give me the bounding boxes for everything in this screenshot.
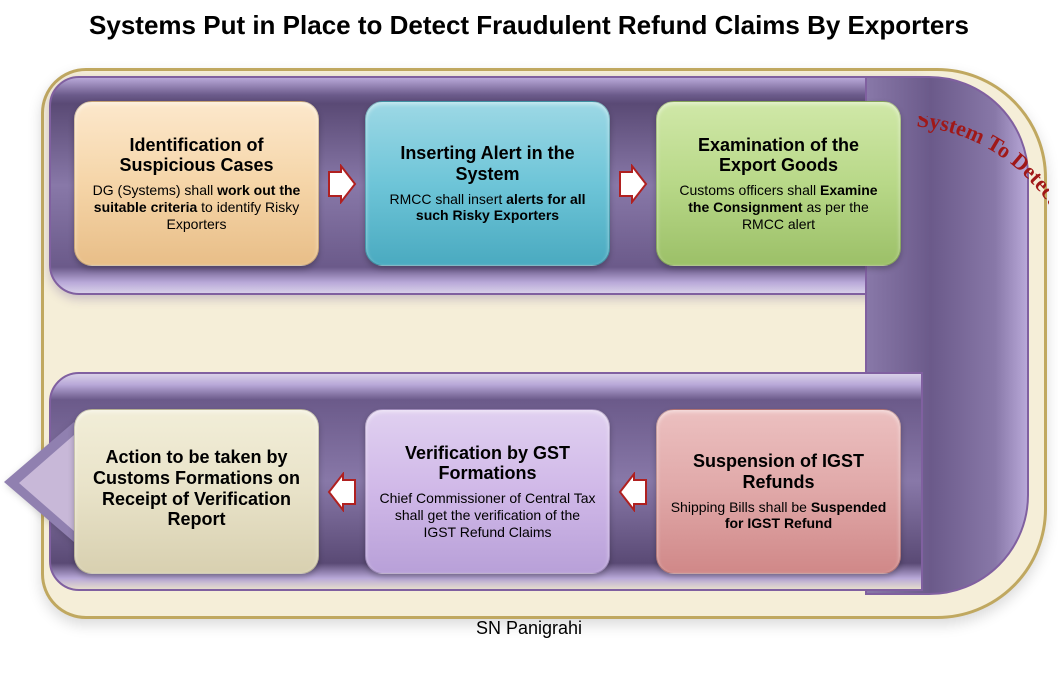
box-title: Action to be taken by Customs Formations… bbox=[87, 447, 306, 530]
box-title: Identification of Suspicious Cases bbox=[87, 135, 306, 176]
diagram-container: System To Detect Fraudulent Refund Claim… bbox=[19, 56, 1039, 616]
box-desc: Chief Commissioner of Central Tax shall … bbox=[378, 490, 597, 540]
box-identification: Identification of Suspicious Cases DG (S… bbox=[74, 101, 319, 266]
box-desc: RMCC shall insert alerts for all such Ri… bbox=[378, 191, 597, 225]
box-desc: Shipping Bills shall be Suspended for IG… bbox=[669, 499, 888, 533]
box-examination: Examination of the Export Goods Customs … bbox=[656, 101, 901, 266]
arrow-right-icon bbox=[618, 164, 648, 204]
box-verification: Verification by GST Formations Chief Com… bbox=[365, 409, 610, 574]
arrow-left-icon bbox=[327, 472, 357, 512]
page-title: Systems Put in Place to Detect Fraudulen… bbox=[0, 0, 1058, 46]
box-title: Suspension of IGST Refunds bbox=[669, 451, 888, 492]
footer-author: SN Panigrahi bbox=[0, 618, 1058, 639]
box-alert: Inserting Alert in the System RMCC shall… bbox=[365, 101, 610, 266]
box-desc: DG (Systems) shall work out the suitable… bbox=[87, 182, 306, 232]
arrow-right-icon bbox=[327, 164, 357, 204]
bottom-row: Action to be taken by Customs Formations… bbox=[74, 409, 904, 574]
flow-arrowhead-inner bbox=[19, 435, 74, 531]
top-row: Identification of Suspicious Cases DG (S… bbox=[74, 101, 904, 266]
box-suspension: Suspension of IGST Refunds Shipping Bill… bbox=[656, 409, 901, 574]
box-desc: Customs officers shall Examine the Consi… bbox=[669, 182, 888, 232]
box-title: Examination of the Export Goods bbox=[669, 135, 888, 176]
box-title: Inserting Alert in the System bbox=[378, 143, 597, 184]
box-title: Verification by GST Formations bbox=[378, 443, 597, 484]
arrow-left-icon bbox=[618, 472, 648, 512]
svg-text:System To Detect Fraudulent Re: System To Detect Fraudulent Refund Claim… bbox=[916, 116, 1049, 462]
box-action: Action to be taken by Customs Formations… bbox=[74, 409, 319, 574]
